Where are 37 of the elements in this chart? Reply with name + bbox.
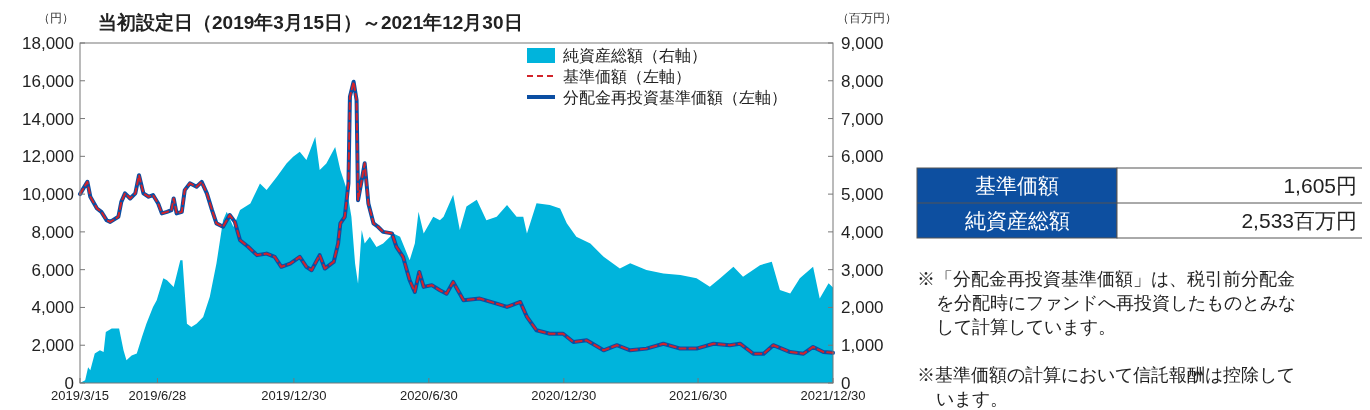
legend-label: 純資産総額（右軸） [563, 47, 707, 64]
y2-tick-label: 5,000 [841, 185, 884, 205]
y-tick-label: 6,000 [31, 260, 74, 280]
text: 2,533百万円 [1241, 209, 1357, 232]
legend-label: 分配金再投資基準価額（左軸） [563, 89, 787, 106]
text: 基準価額 [975, 174, 1059, 197]
y2-tick-label: 1,000 [841, 336, 884, 356]
x-tick-label: 2021/6/30 [669, 388, 727, 403]
y-tick-label: 14,000 [22, 109, 74, 129]
y-tick-label: 18,000 [22, 34, 74, 53]
y-tick-label: 2,000 [31, 336, 74, 356]
text: 純資産総額 [964, 209, 1070, 232]
y2-tick-label: 4,000 [841, 222, 884, 242]
y2-tick-label: 2,000 [841, 298, 884, 318]
y-tick-label: 16,000 [22, 71, 74, 91]
y2-tick-label: 7,000 [841, 109, 884, 129]
y-tick-label: 4,000 [31, 298, 74, 318]
y2-tick-label: 6,000 [841, 147, 884, 167]
y2-tick-label: 9,000 [841, 34, 884, 53]
x-tick-label: 2021/12/30 [800, 388, 866, 403]
x-tick-label: 2020/6/30 [399, 388, 458, 403]
x-tick-label: 2019/3/15 [51, 388, 109, 403]
x-tick-label: 2019/6/28 [128, 388, 187, 403]
y-tick-label: 10,000 [22, 185, 74, 205]
y2-tick-label: 3,000 [841, 260, 884, 280]
text: 1,605円 [1283, 174, 1357, 197]
x-tick-label: 2019/12/30 [261, 388, 327, 403]
text: ※「分配金再投資基準価額」は、税引前分配金を分配時にファンドへ再投資したものとみなして計算しています。 [917, 269, 1296, 337]
y-tick-label: 8,000 [31, 222, 74, 242]
y2-axis-title: （百万円） [837, 11, 897, 25]
text: ※基準価額の計算において信託報酬は控除しています。 [917, 365, 1295, 409]
y2-tick-label: 8,000 [841, 71, 884, 91]
y-axis-title: （円） [38, 11, 74, 25]
chart-title: 当初設定日（2019年3月15日）～2021年12月30日 [98, 12, 523, 33]
legend-label: 基準価額（左軸） [563, 68, 691, 85]
x-tick-label: 2020/12/30 [531, 388, 597, 403]
y-tick-label: 12,000 [22, 147, 74, 167]
